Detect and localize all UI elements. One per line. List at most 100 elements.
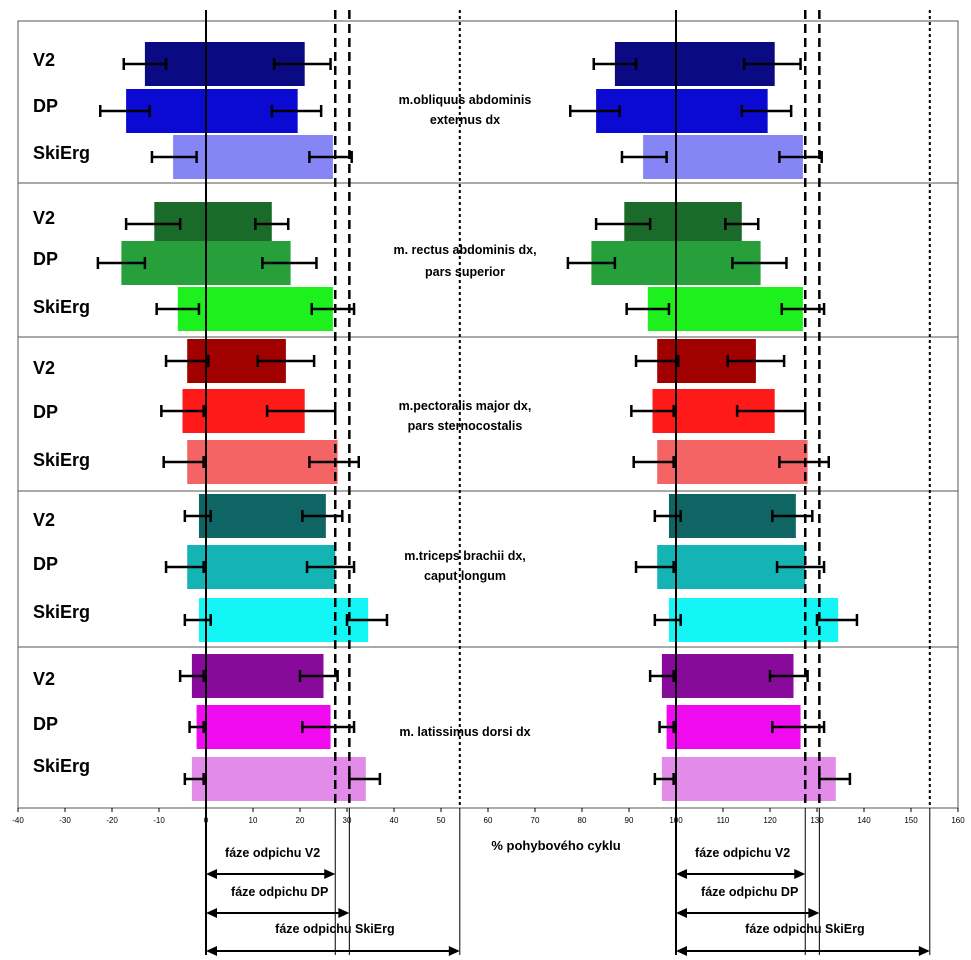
condition-label: SkiErg [33, 297, 90, 317]
x-tick-label: 80 [578, 816, 587, 825]
phase-label: fáze odpichu V2 [225, 846, 320, 860]
arrow-head-left [206, 908, 217, 918]
bar-skierg-shifted [647, 287, 803, 331]
onset-error-bar [653, 773, 675, 785]
x-tick-label: 50 [437, 816, 446, 825]
bar-skierg [198, 598, 369, 642]
offset-error-bar [298, 670, 339, 682]
x-tick-label: 20 [296, 816, 305, 825]
onset-error-bar [150, 151, 198, 163]
x-tick-label: 30 [343, 816, 352, 825]
onset-error-bar [634, 355, 680, 367]
phase-arrow-dp: fáze odpichu DP [676, 885, 820, 918]
muscle-label: m.triceps brachii dx, [404, 549, 526, 563]
phase-label: fáze odpichu DP [231, 885, 328, 899]
offset-error-bar [305, 561, 356, 573]
muscle-label: m. rectus abdominis dx, [393, 243, 536, 257]
bar-skierg-shifted [668, 598, 839, 642]
condition-label: V2 [33, 510, 55, 530]
offset-error-bar [270, 105, 323, 117]
condition-label: V2 [33, 358, 55, 378]
onset-error-bar [648, 670, 675, 682]
offset-error-bar [256, 355, 316, 367]
onset-error-bar [566, 257, 617, 269]
muscle-label: m.pectoralis major dx, [399, 399, 532, 413]
muscle-label: pars sternocostalis [408, 419, 523, 433]
condition-label: DP [33, 96, 58, 116]
offset-error-bar [775, 561, 826, 573]
onset-error-bar [178, 670, 205, 682]
bar-skierg-shifted [661, 757, 836, 801]
condition-label: DP [33, 714, 58, 734]
onset-error-bar [160, 405, 205, 417]
x-tick-label: -10 [153, 816, 165, 825]
x-tick-label: 110 [717, 816, 730, 825]
offset-error-bar [780, 303, 826, 315]
condition-label: DP [33, 402, 58, 422]
x-tick-label: 70 [531, 816, 540, 825]
onset-error-bar [592, 58, 638, 70]
condition-label: SkiErg [33, 143, 90, 163]
condition-label: SkiErg [33, 756, 90, 776]
offset-error-bar [742, 58, 802, 70]
bar-skierg [173, 135, 333, 179]
offset-error-bar [272, 58, 332, 70]
x-tick-label: 60 [484, 816, 493, 825]
onset-error-bar [188, 721, 205, 733]
bar-skierg [177, 287, 333, 331]
arrow-head-right [918, 946, 930, 956]
bar-dp-shifted [596, 89, 768, 133]
offset-error-bar [254, 218, 290, 230]
onset-error-bar [630, 405, 675, 417]
x-tick-label: 100 [669, 816, 683, 825]
arrow-head-right [338, 908, 350, 918]
onset-error-bar [632, 456, 675, 468]
phase-arrow-v2: fáze odpichu V2 [676, 846, 806, 879]
condition-label: V2 [33, 50, 55, 70]
phase-arrow-dp: fáze odpichu DP [206, 885, 350, 918]
condition-label: DP [33, 554, 58, 574]
bar-dp [126, 89, 298, 133]
onset-error-bar [164, 355, 210, 367]
x-tick-label: 10 [249, 816, 258, 825]
bar-skierg [191, 757, 366, 801]
offset-error-bar [345, 614, 389, 626]
offset-error-bar [740, 105, 793, 117]
muscle-label: m. latissimus dorsi dx [399, 725, 530, 739]
x-tick-label: 40 [390, 816, 399, 825]
onset-error-bar [99, 105, 151, 117]
arrow-head-right [794, 869, 806, 879]
phase-label: fáze odpichu V2 [695, 846, 790, 860]
onset-error-bar [164, 561, 205, 573]
x-axis-title: % pohybového cyklu [491, 838, 620, 853]
onset-error-bar [625, 303, 671, 315]
onset-error-bar [155, 303, 201, 315]
x-tick-label: 150 [904, 816, 918, 825]
arrow-head-left [676, 869, 687, 879]
onset-error-bar [594, 218, 652, 230]
x-tick-label: 120 [763, 816, 777, 825]
phase-arrow-skierg: fáze odpichu SkiErg [206, 922, 460, 956]
onset-error-bar [96, 257, 147, 269]
arrow-head-right [448, 946, 460, 956]
arrow-head-left [676, 908, 687, 918]
condition-label: DP [33, 249, 58, 269]
condition-label: V2 [33, 208, 55, 228]
offset-error-bar [815, 614, 859, 626]
offset-error-bar [771, 721, 826, 733]
onset-error-bar [124, 218, 182, 230]
x-tick-label: 0 [204, 816, 209, 825]
phase-label: fáze odpichu DP [701, 885, 798, 899]
onset-error-bar [634, 561, 675, 573]
arrow-head-left [676, 946, 687, 956]
muscle-label: m.obliquus abdominis [399, 93, 532, 107]
phase-arrow-v2: fáze odpichu V2 [206, 846, 336, 879]
condition-label: V2 [33, 669, 55, 689]
labels-layer: V2 DP SkiErg m.obliquus abdominis externus d… [33, 50, 621, 853]
grid-layer: -40 -30 -20 -10 0 10 20 30 40 50 60 70 80 90 100 110 120… [12, 10, 965, 955]
onset-error-bar [162, 456, 205, 468]
onset-error-bar [569, 105, 621, 117]
onset-error-bar [658, 721, 675, 733]
muscle-label: pars superior [425, 265, 505, 279]
